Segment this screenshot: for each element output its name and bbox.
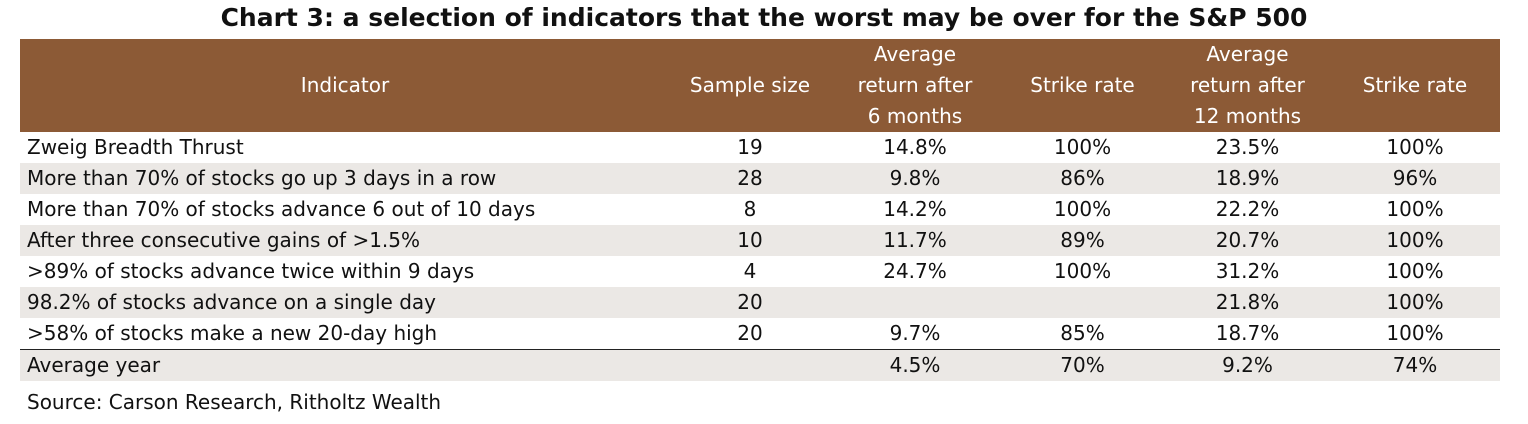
cell-sample-size: 8 bbox=[743, 197, 757, 221]
cell-indicator: 98.2% of stocks advance on a single day bbox=[20, 287, 670, 318]
cell-strike-rate-12m: 100% bbox=[1386, 197, 1444, 221]
cell-strike-rate-12m: 100% bbox=[1386, 321, 1444, 345]
cell-strike-rate-12m: 100% bbox=[1386, 135, 1444, 159]
cell-indicator: More than 70% of stocks go up 3 days in … bbox=[20, 163, 670, 194]
cell-indicator: More than 70% of stocks advance 6 out of… bbox=[27, 197, 536, 221]
cell-avg-return-12m: 9.2% bbox=[1165, 349, 1330, 381]
cell-sample-size: 20 bbox=[737, 321, 763, 345]
cell-strike-rate-12m: 100% bbox=[1386, 259, 1444, 283]
cell-indicator: Average year bbox=[20, 349, 670, 381]
cell-sample-size: 4 bbox=[743, 259, 757, 283]
header-avg-return-6m: Average return after 6 months bbox=[830, 39, 1000, 132]
cell-sample-size: 28 bbox=[670, 163, 830, 194]
cell-strike-rate-6m: 89% bbox=[1000, 225, 1165, 256]
table-row: After three consecutive gains of >1.5% 10… bbox=[20, 225, 1500, 256]
cell-strike-rate-12m: 96% bbox=[1330, 163, 1500, 194]
table-row: More than 70% of stocks advance 6 out of… bbox=[20, 194, 1500, 225]
header-row: Indicator Sample size Average return aft… bbox=[20, 39, 1500, 132]
source-note: Source: Carson Research, Ritholtz Wealth bbox=[27, 390, 442, 414]
cell-avg-return-6m: 14.8% bbox=[883, 135, 947, 159]
table-body: Zweig Breadth Thrust 19 14.8% 100% 23.5% 100%… bbox=[20, 132, 1500, 381]
cell-avg-return-12m: 23.5% bbox=[1215, 135, 1280, 159]
cell-avg-return-12m: 20.7% bbox=[1165, 225, 1330, 256]
cell-avg-return-6m: 24.7% bbox=[883, 259, 947, 283]
cell-sample-size bbox=[670, 349, 830, 381]
cell-avg-return-6m: 14.2% bbox=[883, 197, 947, 221]
cell-avg-return-12m: 21.8% bbox=[1165, 287, 1330, 318]
cell-sample-size: 10 bbox=[670, 225, 830, 256]
cell-strike-rate-6m: 70% bbox=[1000, 349, 1165, 381]
cell-sample-size: 19 bbox=[737, 135, 763, 159]
cell-indicator: After three consecutive gains of >1.5% bbox=[20, 225, 670, 256]
cell-avg-return-6m: 11.7% bbox=[830, 225, 1000, 256]
cell-strike-rate-6m: 100% bbox=[1053, 197, 1112, 221]
header-sample-size: Sample size bbox=[670, 39, 830, 132]
table-row: 98.2% of stocks advance on a single day 2… bbox=[20, 287, 1500, 318]
cell-strike-rate-12m: 100% bbox=[1330, 225, 1500, 256]
cell-strike-rate-6m: 100% bbox=[1053, 135, 1112, 159]
cell-indicator: >58% of stocks make a new 20-day high bbox=[27, 321, 438, 345]
header-strike-rate-6m: Strike rate bbox=[1000, 39, 1165, 132]
cell-strike-rate-6m: 86% bbox=[1000, 163, 1165, 194]
cell-avg-return-6m: 4.5% bbox=[830, 349, 1000, 381]
indicators-table: Indicator Sample size Average return aft… bbox=[20, 39, 1500, 381]
cell-indicator: >89% of stocks advance twice within 9 da… bbox=[27, 259, 475, 283]
header-strike-rate-12m: Strike rate bbox=[1330, 39, 1500, 132]
cell-sample-size: 20 bbox=[670, 287, 830, 318]
cell-strike-rate-12m: 100% bbox=[1330, 287, 1500, 318]
cell-avg-return-12m: 18.7% bbox=[1215, 321, 1280, 345]
cell-avg-return-6m: 9.7% bbox=[889, 321, 941, 345]
cell-strike-rate-6m bbox=[1000, 287, 1165, 318]
table-row: >58% of stocks make a new 20-day high 20 9… bbox=[20, 318, 1500, 350]
cell-avg-return-12m: 18.9% bbox=[1165, 163, 1330, 194]
header-indicator: Indicator bbox=[20, 39, 670, 132]
chart-title: Chart 3: a selection of indicators that … bbox=[220, 3, 1308, 32]
cell-avg-return-12m: 31.2% bbox=[1215, 259, 1280, 283]
cell-avg-return-12m: 22.2% bbox=[1215, 197, 1280, 221]
header-avg-return-12m: Average return after 12 months bbox=[1165, 39, 1330, 132]
average-year-row: Average year 4.5% 70% 9.2% 74% bbox=[20, 349, 1500, 381]
cell-avg-return-6m: 9.8% bbox=[830, 163, 1000, 194]
cell-strike-rate-6m: 85% bbox=[1060, 321, 1105, 345]
table-row: >89% of stocks advance twice within 9 da… bbox=[20, 256, 1500, 287]
cell-indicator: Zweig Breadth Thrust bbox=[27, 135, 244, 159]
table-row: Zweig Breadth Thrust 19 14.8% 100% 23.5% 100% bbox=[20, 132, 1500, 163]
cell-strike-rate-6m: 100% bbox=[1053, 259, 1112, 283]
cell-strike-rate-12m: 74% bbox=[1330, 349, 1500, 381]
cell-avg-return-6m bbox=[830, 287, 1000, 318]
table-row: More than 70% of stocks go up 3 days in … bbox=[20, 163, 1500, 194]
